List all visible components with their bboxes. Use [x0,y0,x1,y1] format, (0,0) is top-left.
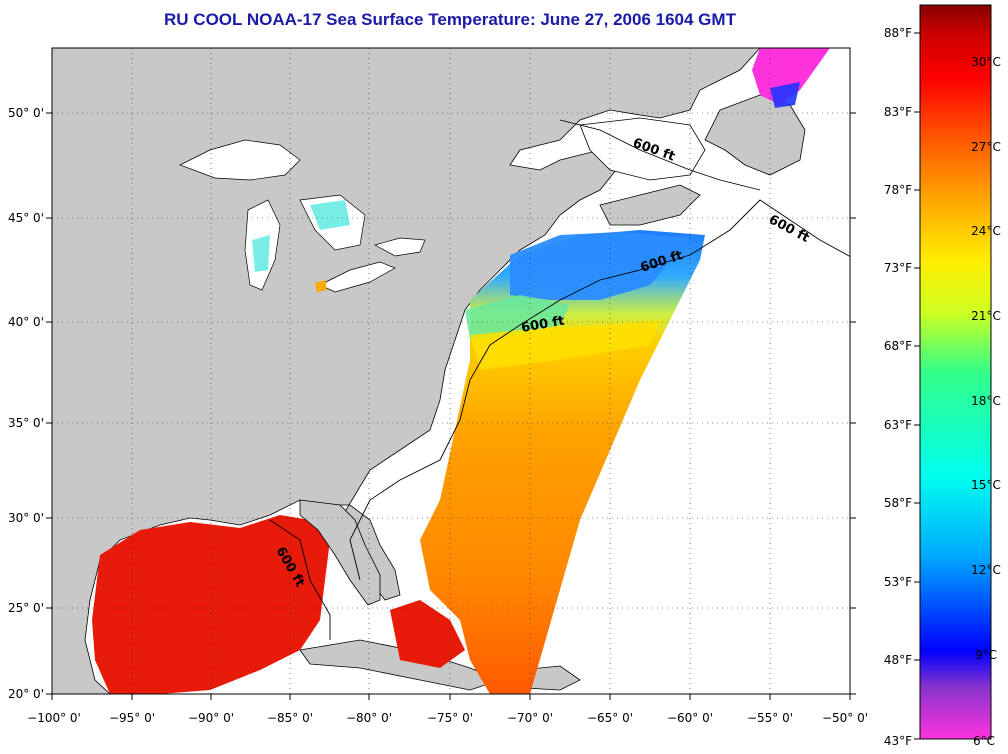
land-north-america [52,48,761,694]
lat-label-20: 20° 0' [8,687,44,701]
land-nova-scotia [599,184,701,226]
sst-gulf-of-maine [510,232,690,300]
lake-erie [319,261,396,293]
cbar-f-68: 68°F [884,339,912,353]
cbar-f-48: 48°F [884,653,912,667]
cbar-c-12: 12°C [971,563,1001,577]
cbar-f-78: 78°F [884,183,912,197]
lake-ontario [374,237,426,257]
lat-axis [46,112,856,695]
lat-label-25: 25° 0' [8,601,44,615]
cbar-c-24: 24°C [971,224,1001,238]
lon-label-90: −90° 0' [188,711,234,725]
sst-lake-michigan-cyan [252,235,270,272]
cbar-f-43: 43°F [884,734,912,748]
graticule [52,48,850,694]
map-title: RU COOL NOAA-17 Sea Surface Temperature:… [164,10,736,29]
cbar-c-9: 9°C [975,648,997,662]
sst-gulf-of-mexico [92,515,330,694]
cbar-c-30: 30°C [971,55,1001,69]
cbar-c-18: 18°C [971,394,1001,408]
cbar-c-6: 6°C [973,734,995,748]
lon-axis [51,694,851,700]
cbar-f-53: 53°F [884,575,912,589]
lake-superior [179,139,301,181]
colorbar-gradient [919,4,992,740]
cbar-f-73: 73°F [884,261,912,275]
sst-labrador-blue [770,82,800,108]
depth-label-4: 600 ft [520,314,565,336]
cbar-c-15: 15°C [971,478,1001,492]
lon-label-65: −65° 0' [587,711,633,725]
lat-label-40: 40° 0' [8,315,44,329]
lat-label-45: 45° 0' [8,211,44,225]
gulf-st-lawrence [579,117,706,181]
sst-lake-erie-spot [315,280,327,292]
lon-label-95: −95° 0' [109,711,155,725]
cbar-c-27: 27°C [971,140,1001,154]
lon-label-50: −50° 0' [822,711,868,725]
colorbar: 88°F 83°F 78°F 73°F 68°F 63°F 58°F 53°F … [884,4,1001,748]
sst-caribbean [390,600,465,668]
sst-lake-huron-cyan [310,200,350,230]
cbar-c-21: 21°C [971,309,1001,323]
lon-label-85: −85° 0' [267,711,313,725]
lon-label-70: −70° 0' [507,711,553,725]
lat-label-35: 35° 0' [8,416,44,430]
sst-shelf-green [465,295,570,340]
cbar-f-83: 83°F [884,105,912,119]
isobath-600ft-north [559,119,761,191]
cbar-f-63: 63°F [884,418,912,432]
lon-label-80: −80° 0' [346,711,392,725]
lon-label-75: −75° 0' [427,711,473,725]
lon-label-60: −60° 0' [667,711,713,725]
lon-label-100: −100° 0' [27,711,81,725]
sst-shelf-yellow [470,320,660,370]
lat-label-30: 30° 0' [8,511,44,525]
lat-label-50: 50° 0' [8,106,44,120]
lon-label-55: −55° 0' [747,711,793,725]
isobath-600ft [349,199,850,581]
cbar-f-88: 88°F [884,26,912,40]
cbar-f-58: 58°F [884,496,912,510]
